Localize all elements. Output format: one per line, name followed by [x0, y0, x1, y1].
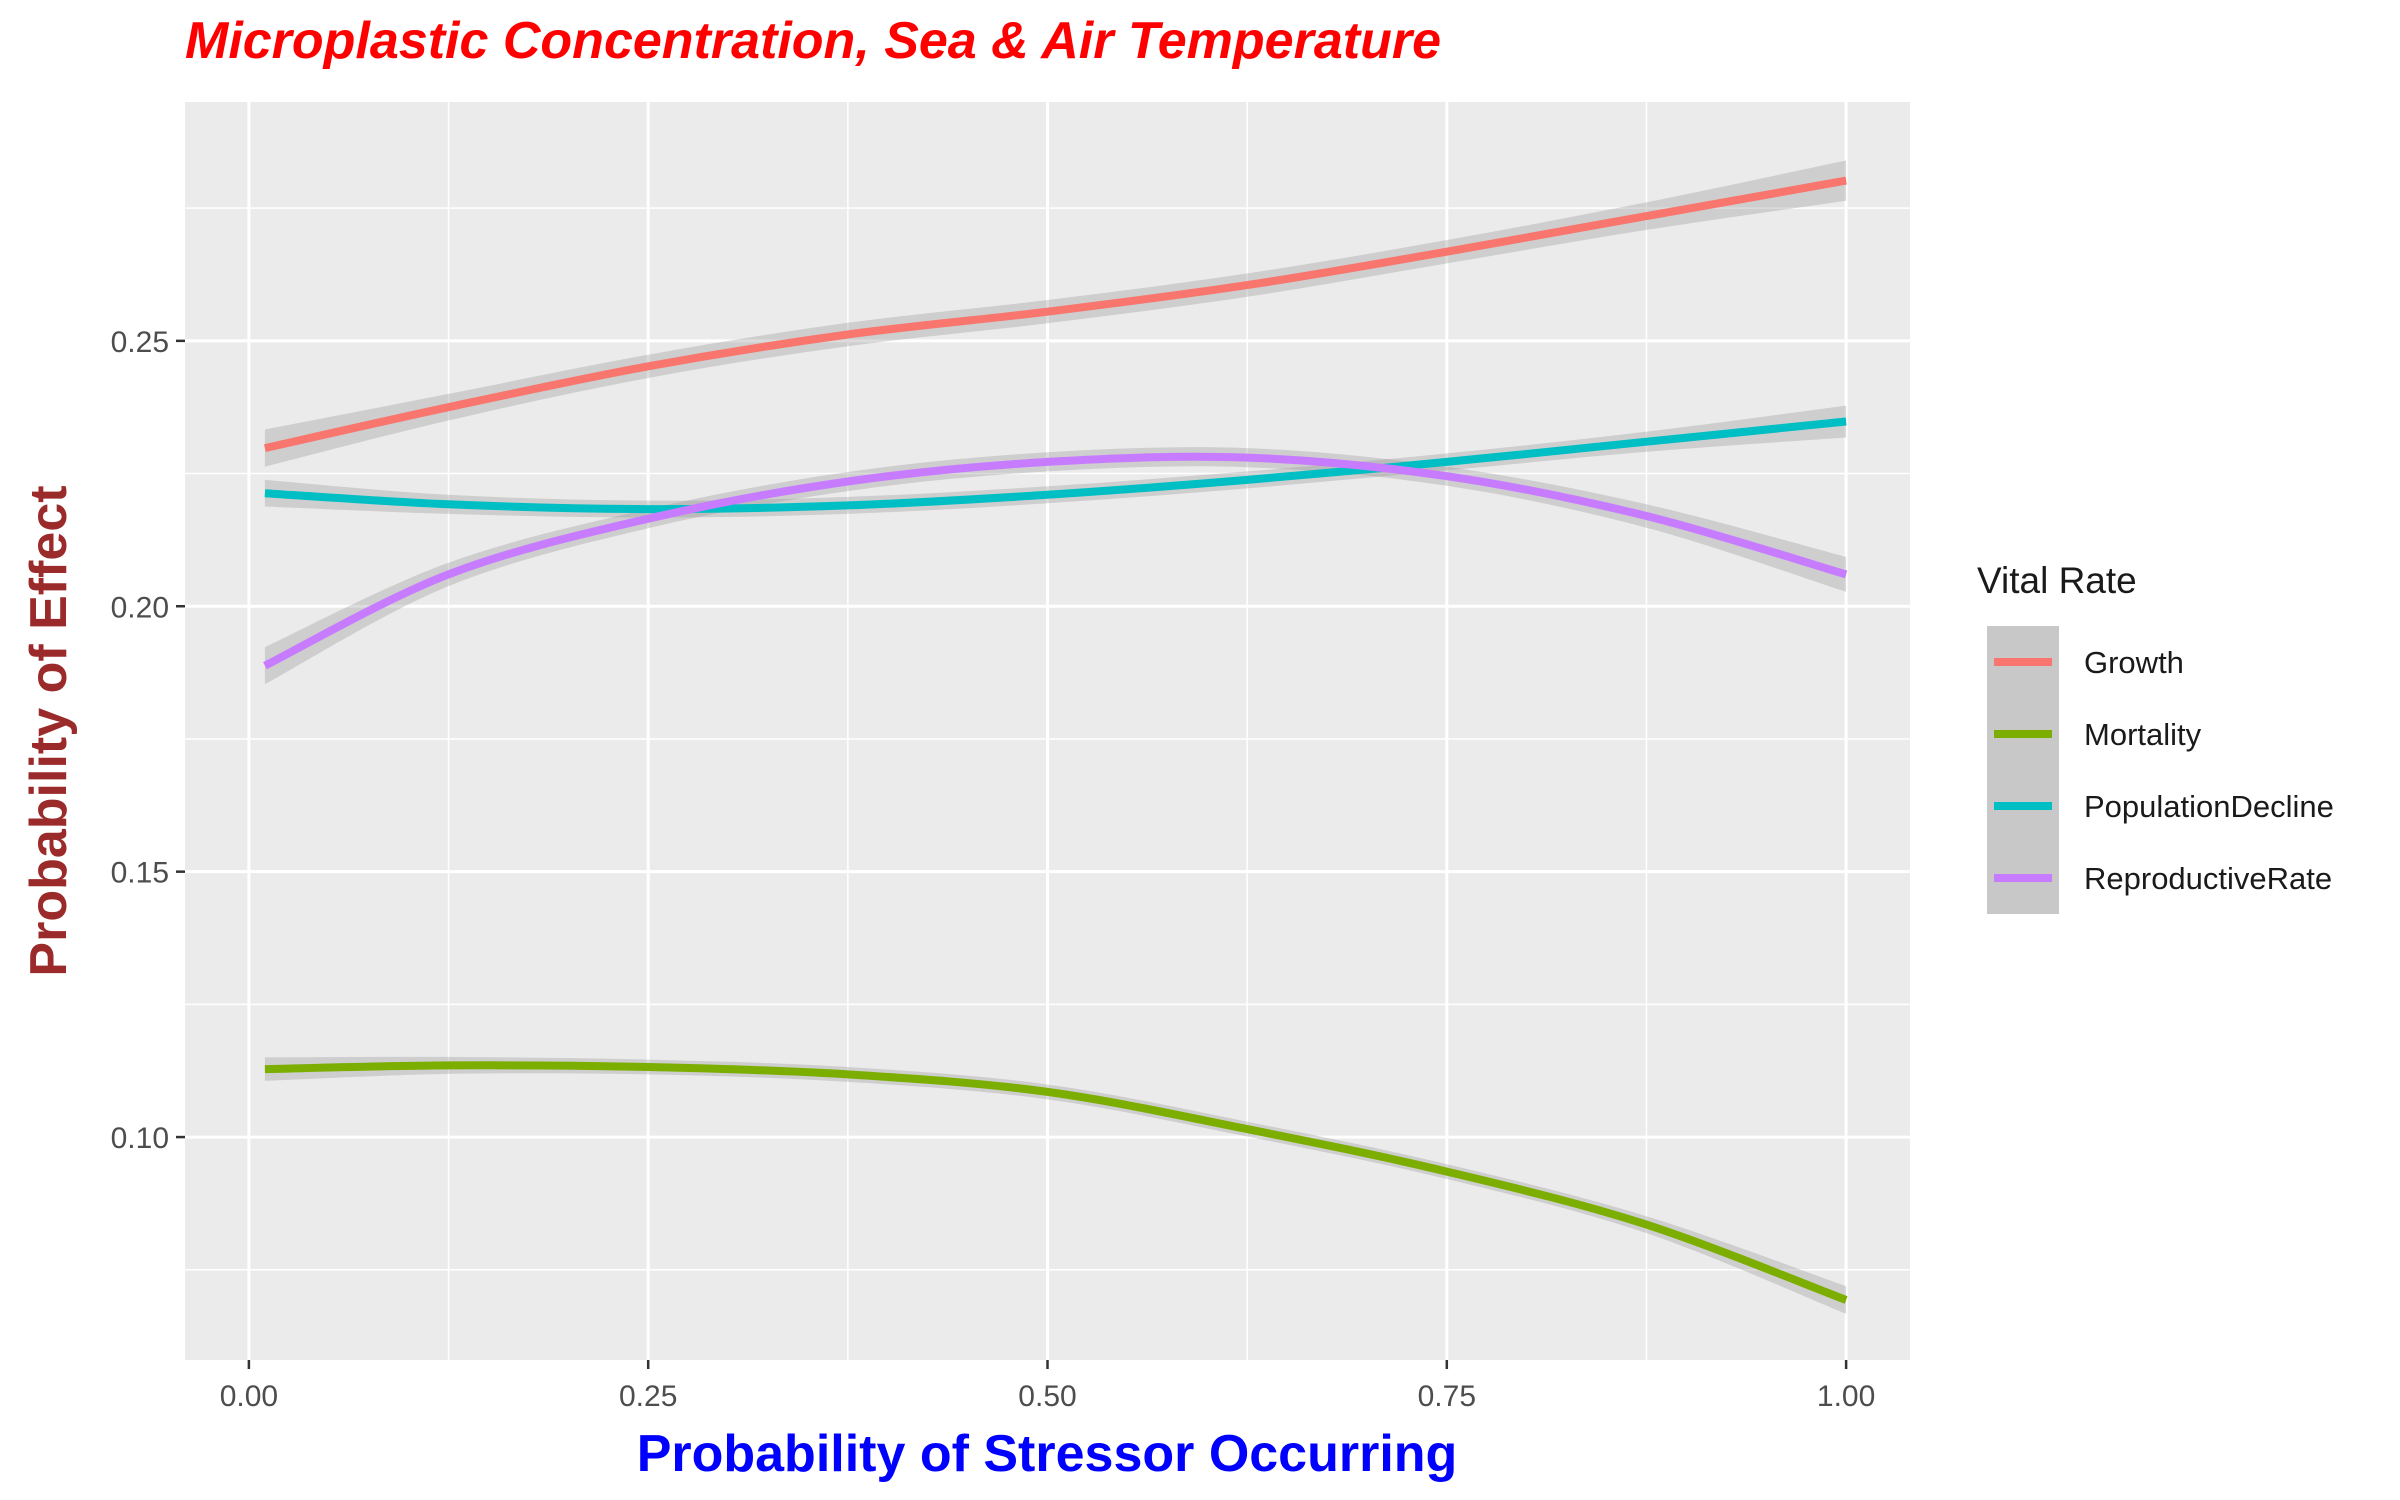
y-tick-label: 0.25: [111, 326, 169, 359]
y-tick-label: 0.10: [111, 1122, 169, 1155]
x-tick-label: 0.00: [220, 1380, 278, 1413]
legend-title: Vital Rate: [1977, 560, 2137, 601]
series-line-mortality: [264, 1061, 1848, 1304]
y-axis-title: Probability of Effect: [20, 485, 78, 976]
y-axis: 0.10 0.15 0.20 0.25: [111, 326, 185, 1155]
series-line-growth: [264, 176, 1847, 453]
confidence-band-mortality: [264, 1056, 1847, 1314]
y-tick-label: 0.15: [111, 857, 169, 890]
legend-label-reproductiverate: ReproductiveRate: [2084, 861, 2332, 896]
series-line-reproductiverate: [263, 452, 1848, 670]
legend-label-populationdecline: PopulationDecline: [2084, 789, 2334, 824]
grid-major: [185, 102, 1910, 1360]
series-line-populationdecline: [264, 417, 1847, 514]
x-axis-title: Probability of Stressor Occurring: [637, 1425, 1458, 1483]
x-axis: 0.00 0.25 0.50 0.75 1.00: [220, 1360, 1875, 1413]
legend: Vital Rate Growth Mortality PopulationDecl…: [1977, 560, 2334, 914]
x-tick-label: 1.00: [1817, 1380, 1875, 1413]
legend-items: Growth Mortality PopulationDecline Reproduc…: [1987, 626, 2334, 914]
x-tick-label: 0.75: [1418, 1380, 1476, 1413]
legend-label-growth: Growth: [2084, 645, 2184, 680]
legend-label-mortality: Mortality: [2084, 717, 2202, 752]
series-lines: [263, 176, 1848, 1304]
x-tick-label: 0.25: [619, 1380, 677, 1413]
x-tick-label: 0.50: [1018, 1380, 1076, 1413]
y-tick-label: 0.20: [111, 591, 169, 624]
chart-title: Microplastic Concentration, Sea & Air Te…: [185, 12, 1441, 70]
